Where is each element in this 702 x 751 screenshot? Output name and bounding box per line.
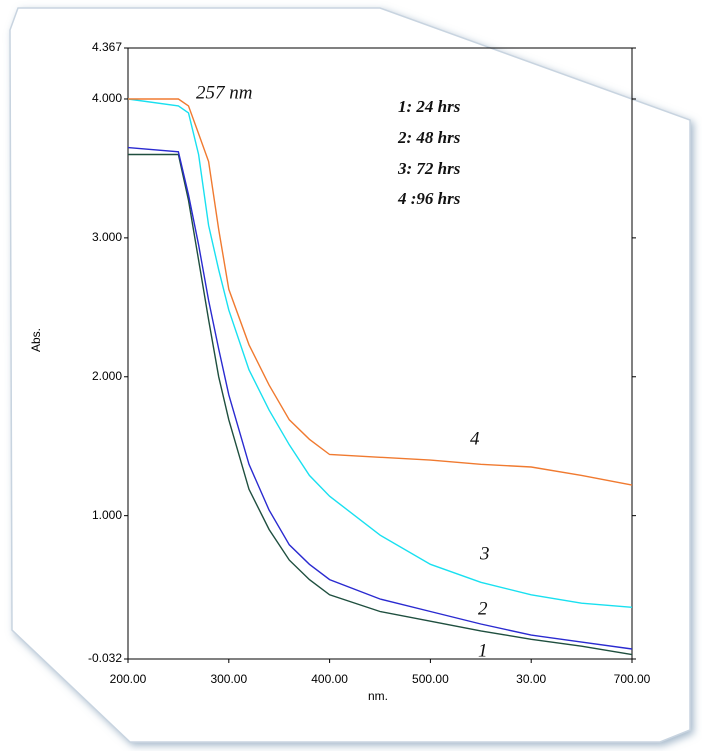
x-tick-label: 30.00 [516,672,546,686]
series-line [128,98,633,486]
x-tick-label: 300.00 [210,672,247,686]
series-line [127,146,633,650]
series-line [127,98,633,608]
legend: 1: 24 hrs 2: 48 hrs 3: 72 hrs 4 :96 hrs [397,97,461,208]
x-axis-label: nm. [368,689,388,703]
y-axis-label: Abs. [29,328,43,352]
peak-annotation: 257 nm [196,82,252,103]
series-label: 2 [478,598,488,619]
y-tick-label: 4.000 [92,91,122,105]
y-tick-label: 4.367 [92,40,122,54]
y-tick-label: 2.000 [92,369,122,383]
series-line [128,153,633,656]
x-tick-label: 200.00 [110,672,147,686]
x-tick-label: 400.00 [311,672,348,686]
y-tick-label: -0.032 [88,651,122,665]
series-label: 1 [478,640,488,661]
y-tick-label: 3.000 [92,230,122,244]
legend-entry: 2: 48 hrs [397,128,461,147]
x-tick-label: 700.00 [614,672,651,686]
series-label: 4 [470,428,480,449]
legend-entry: 4 :96 hrs [397,189,461,208]
x-tick-label: 500.00 [412,672,449,686]
legend-entry: 3: 72 hrs [397,159,461,178]
series-label: 3 [479,543,490,564]
legend-entry: 1: 24 hrs [398,97,461,116]
plot-area [127,47,633,660]
y-tick-label: 1.000 [92,508,122,522]
frame [9,7,691,743]
